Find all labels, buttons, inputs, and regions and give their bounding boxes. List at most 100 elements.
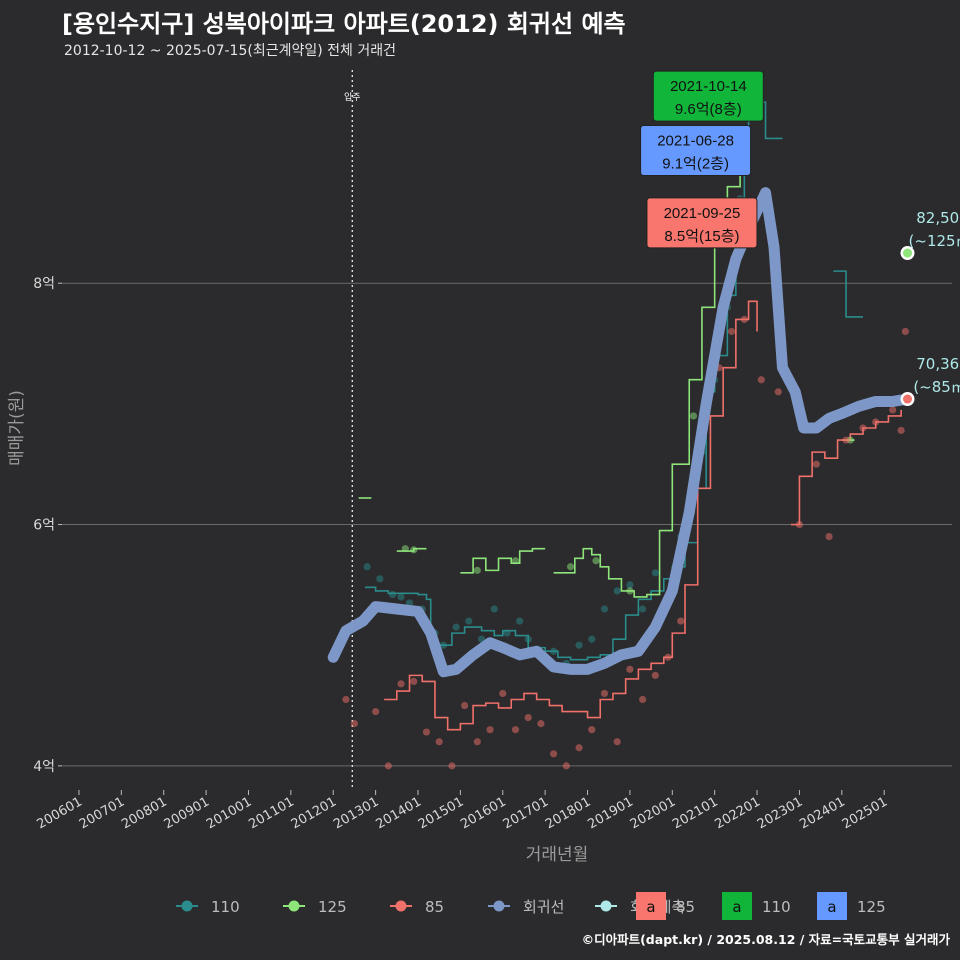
scatter-point-85 (588, 726, 596, 734)
x-tick-label: 201001 (204, 794, 254, 832)
scatter-point-85 (626, 665, 634, 673)
scatter-point-85 (795, 520, 804, 529)
scatter-point-110 (376, 575, 384, 583)
x-tick-label: 202401 (797, 794, 847, 832)
legend-item-label: 110 (211, 898, 240, 916)
legend-key-dot (181, 900, 193, 912)
scatter-point-85 (740, 315, 748, 323)
scatter-point-110 (503, 629, 511, 637)
scatter-point-110 (550, 647, 558, 655)
scatter-point-85 (677, 617, 685, 625)
forecast-area-label: (~85㎡) (913, 378, 960, 396)
scatter-point-85 (350, 720, 359, 728)
max-label-value: 9.1억(2층) (662, 155, 729, 172)
x-tick-label: 202101 (670, 794, 720, 832)
legend-item-label: 85 (425, 898, 444, 916)
scatter-point-85 (562, 762, 570, 770)
scatter-point-85 (461, 701, 469, 710)
series-line-110 (365, 101, 783, 661)
legend-key-dot (395, 900, 407, 912)
scatter-point-85 (422, 728, 431, 736)
max-label-value: 8.5억(15층) (664, 228, 739, 245)
scatter-point-85 (901, 327, 909, 336)
scatter-point-85 (859, 424, 867, 432)
forecast-point (903, 248, 912, 258)
x-tick-label: 200701 (77, 794, 127, 832)
scatter-point-110 (397, 593, 405, 601)
scatter-point-85 (537, 720, 545, 728)
x-tick-label: 201801 (543, 794, 593, 832)
x-tick-label: 201201 (289, 794, 339, 832)
max-label-date: 2021-10-14 (670, 78, 747, 95)
legend-label-swatch (636, 892, 666, 920)
x-tick-label: 201401 (374, 794, 424, 832)
scatter-point-85 (664, 653, 672, 661)
max-label-box (652, 70, 764, 122)
legend-key-dot (600, 900, 612, 912)
forecast-value-label: 82,500 (916, 209, 960, 227)
y-tick-label: 4억 (33, 759, 55, 775)
scatter-point-85 (524, 714, 532, 722)
x-tick-label: 200801 (119, 794, 169, 832)
scatter-point-85 (613, 738, 621, 746)
scatter-point-85 (397, 680, 405, 688)
scatter-point-125 (689, 412, 698, 420)
legend-label-text: 125 (857, 898, 886, 916)
scatter-point-85 (448, 762, 456, 770)
chart-caption: ©디아파트(dapt.kr) / 2025.08.12 / 자료=국토교통부 실… (581, 932, 950, 947)
forecast-value-label: 70,362 (916, 355, 960, 373)
series-line-85 (384, 300, 758, 731)
x-tick-label: 202301 (755, 794, 805, 832)
regression-line (327, 187, 913, 678)
scatter-point-85 (550, 750, 558, 758)
scatter-point-85 (575, 744, 583, 752)
x-tick-label: 201301 (331, 794, 381, 832)
legend-item-label: 회귀선 (523, 898, 564, 916)
series-line-125c (553, 150, 741, 598)
legend-item-label: 125 (318, 898, 347, 916)
scatter-point-85 (410, 677, 418, 686)
legend-label-swatch (722, 892, 752, 920)
legend-label-swatch (817, 892, 847, 920)
legend-label-glyph: a (646, 898, 655, 916)
scatter-point-85 (872, 418, 880, 426)
scatter-point-85 (897, 426, 905, 435)
scatter-point-125 (410, 546, 418, 554)
scatter-point-125 (626, 587, 634, 595)
series-line-110b (833, 270, 863, 318)
scatter-point-85 (499, 689, 507, 698)
scatter-point-85 (486, 726, 494, 734)
scatter-point-125 (566, 563, 575, 571)
scatter-point-85 (511, 726, 520, 734)
chart-title: [용인수지구] 성복아이파크 아파트(2012) 회귀선 예측 (62, 10, 626, 38)
scatter-point-85 (435, 738, 443, 746)
legend-key-dot (288, 900, 300, 912)
x-tick-label: 200601 (34, 794, 84, 832)
x-tick-label: 202001 (628, 794, 678, 832)
scatter-point-110 (613, 587, 621, 595)
scatter-point-110 (651, 569, 659, 577)
scatter-point-85 (342, 695, 350, 704)
x-tick-label: 202201 (713, 794, 763, 832)
scatter-point-85 (889, 406, 897, 414)
legend-label-text: 85 (676, 898, 695, 916)
scatter-point-110 (626, 581, 634, 589)
scatter-point-85 (639, 695, 647, 704)
scatter-point-85 (825, 533, 833, 541)
forecast-area-label: (~125㎡) (909, 232, 960, 250)
scatter-point-110 (524, 635, 532, 643)
max-label-date: 2021-09-25 (664, 205, 741, 222)
scatter-point-85 (774, 388, 782, 396)
scatter-point-110 (439, 641, 448, 649)
scatter-point-85 (372, 707, 380, 716)
series-line-125b (460, 547, 546, 574)
legend-label-text: 110 (762, 898, 791, 916)
scatter-point-110 (465, 617, 473, 625)
chart-subtitle: 2012-10-12 ~ 2025-07-15(최근계약일) 전체 거래건 (64, 43, 396, 59)
max-label-value: 9.6억(8층) (675, 101, 742, 118)
scatter-point-85 (473, 738, 481, 746)
y-tick-label: 6억 (33, 518, 55, 534)
scatter-point-110 (639, 605, 647, 613)
x-tick-label: 202501 (840, 794, 890, 832)
